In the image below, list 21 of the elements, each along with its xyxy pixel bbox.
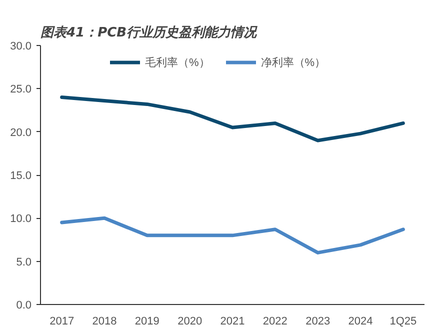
x-tick-label: 2021 — [220, 316, 245, 328]
legend-label: 毛利率（%） — [145, 56, 210, 70]
y-tick-label: 10.0 — [10, 213, 32, 226]
y-tick-label: 25.0 — [10, 84, 32, 96]
x-tick-label: 2017 — [50, 316, 74, 328]
x-tick-label: 2020 — [178, 316, 202, 328]
line-series — [60, 216, 405, 254]
chart-title: 图表41：PCB行业历史盈利能力情况 — [40, 24, 258, 40]
x-tick-label: 1Q25 — [390, 316, 417, 328]
x-tick-label: 2018 — [92, 316, 117, 328]
line-series — [60, 96, 405, 142]
y-tick-label: 0.0 — [16, 300, 32, 312]
y-tick-label: 15.0 — [10, 170, 32, 182]
y-tick-label: 20.0 — [10, 126, 32, 139]
legend-label: 净利率（%） — [260, 56, 326, 70]
y-tick-label: 5.0 — [16, 256, 32, 268]
x-tick-label: 2024 — [348, 316, 373, 328]
x-tick-label: 2022 — [262, 316, 288, 328]
x-tick-label: 2019 — [134, 316, 160, 328]
y-tick-label: 30.0 — [10, 40, 32, 52]
x-tick-label: 2023 — [306, 316, 330, 328]
